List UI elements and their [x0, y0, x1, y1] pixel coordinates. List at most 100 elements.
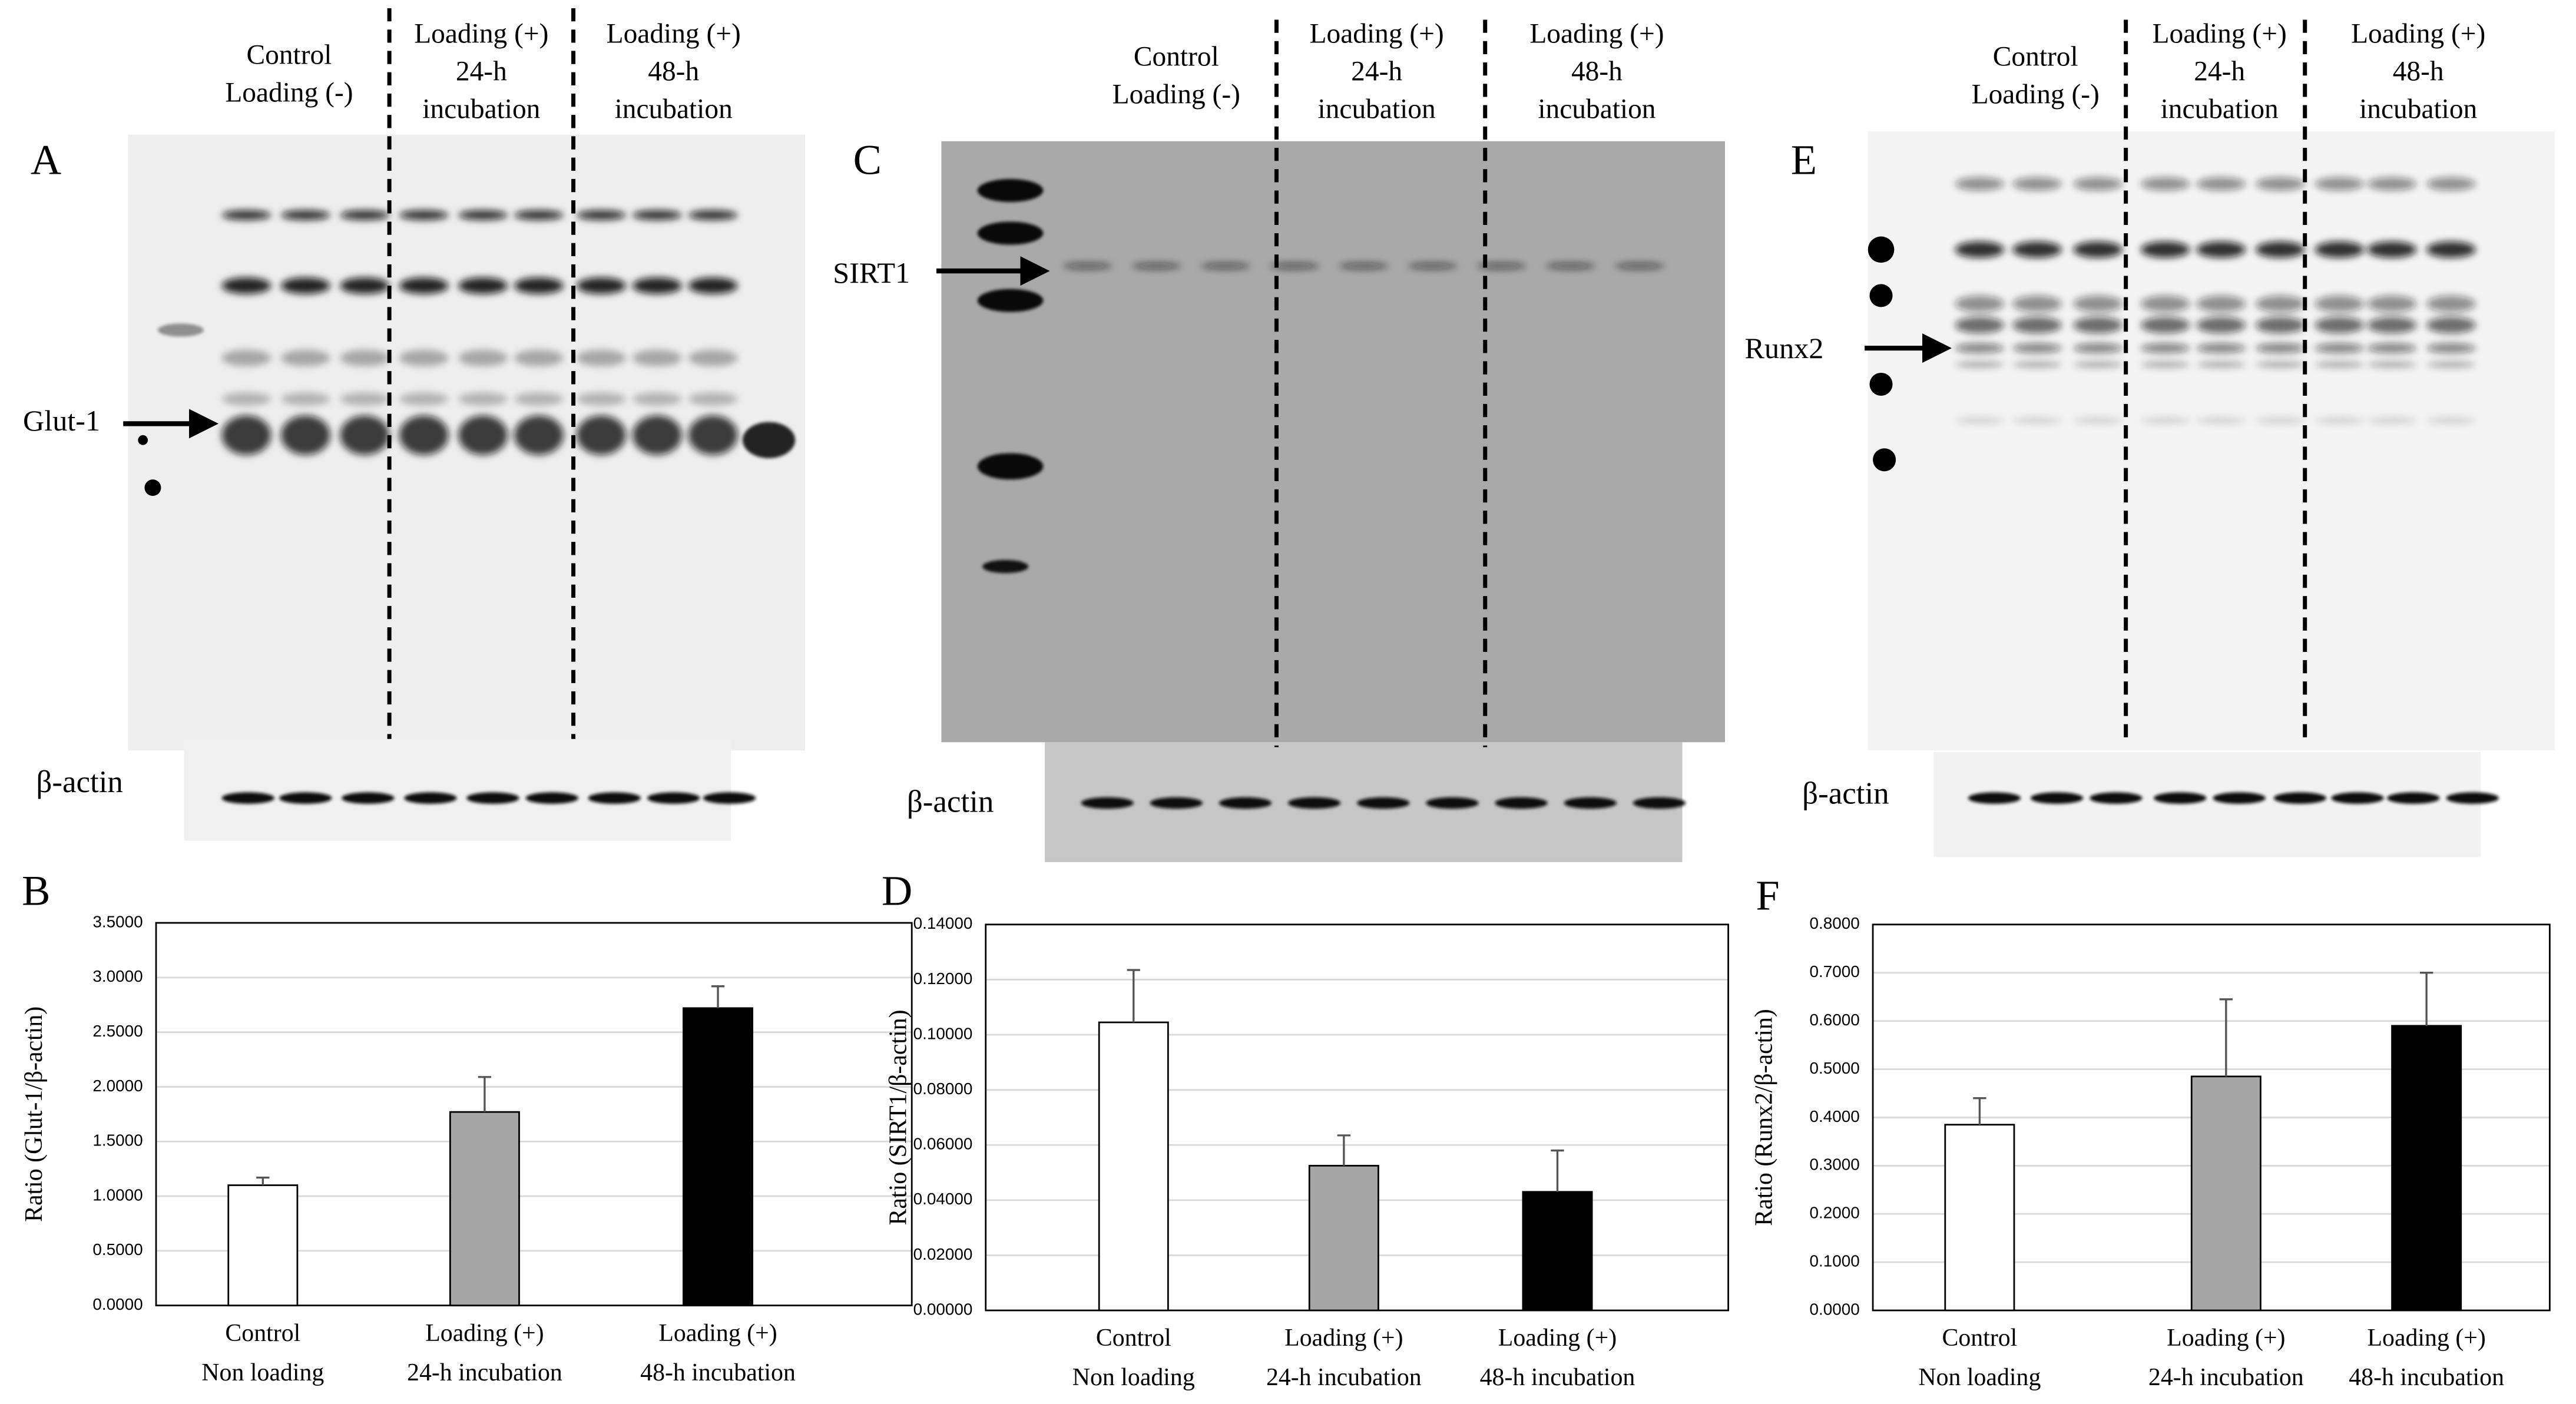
- band: [2256, 317, 2305, 334]
- band: [514, 349, 564, 366]
- actin-band: [647, 792, 700, 804]
- band: [514, 392, 564, 406]
- band: [632, 349, 682, 366]
- actin-strip: [184, 739, 731, 841]
- band: [2140, 417, 2190, 424]
- band: [1955, 177, 2005, 191]
- band: [2012, 295, 2062, 312]
- group-header: Loading (+) 48-h incubation: [2351, 18, 2485, 124]
- band: [577, 415, 626, 455]
- actin-band: [1219, 797, 1272, 809]
- band: [688, 392, 738, 406]
- band: [688, 415, 738, 455]
- band: [2140, 343, 2190, 353]
- actin-band: [404, 792, 457, 804]
- actin-band: [466, 792, 519, 804]
- blot-membrane: [1868, 131, 2555, 751]
- band: [2073, 361, 2123, 368]
- band: [2073, 177, 2123, 191]
- y-tick-label: 0.8000: [1809, 914, 1859, 932]
- reference-label: β-actin: [1802, 776, 1889, 810]
- band: [458, 349, 508, 366]
- band: [2315, 417, 2365, 424]
- marker-dot: [1869, 284, 1893, 307]
- band: [340, 415, 390, 455]
- y-tick-label: 3.5000: [92, 912, 143, 931]
- x-tick-label: Loading (+) 24-h incubation: [2148, 1324, 2304, 1391]
- bar: [1308, 1164, 1379, 1312]
- band: [399, 392, 449, 406]
- error-bar: [1973, 1097, 1986, 1125]
- group-header: Loading (+) 48-h incubation: [1529, 18, 1664, 124]
- y-tick-label: 0.0000: [1809, 1300, 1859, 1318]
- band: [632, 415, 682, 455]
- ladder-band: [982, 559, 1029, 574]
- actin-band: [1081, 797, 1134, 809]
- y-axis-label: Ratio (Runx2/β-actin): [1750, 1009, 1777, 1226]
- band: [2426, 361, 2476, 368]
- band: [1955, 343, 2005, 353]
- actin-band: [588, 792, 641, 804]
- plot-frame: [155, 922, 913, 1307]
- target-label: Glut-1: [23, 404, 100, 437]
- band: [2256, 343, 2305, 353]
- actin-band: [2331, 792, 2384, 804]
- bar: [1944, 1124, 2015, 1312]
- band: [1201, 263, 1250, 270]
- band: [2012, 361, 2062, 368]
- marker-dot: [1869, 372, 1893, 396]
- band: [2140, 241, 2190, 258]
- blot-bands: [221, 210, 738, 455]
- error-bar: [1127, 969, 1140, 1022]
- band: [340, 277, 390, 294]
- actin-bands: [1081, 797, 1686, 809]
- band: [2367, 295, 2417, 312]
- band: [2140, 177, 2190, 191]
- x-tick-label: Loading (+) 24-h incubation: [1266, 1324, 1422, 1391]
- x-tick-label: Control Non loading: [1072, 1324, 1195, 1391]
- band: [2073, 295, 2123, 312]
- y-axis-label: Ratio (Glut-1/β-actin): [21, 1006, 48, 1222]
- error-bar: [1337, 1134, 1351, 1166]
- marker-dot: [138, 435, 148, 445]
- group-header: Loading (+) 24-h incubation: [1310, 18, 1444, 124]
- band: [2196, 177, 2246, 191]
- x-tick-label: Loading (+) 48-h incubation: [1480, 1324, 1635, 1391]
- band: [399, 415, 449, 455]
- panel-letter: E: [1791, 135, 1817, 183]
- band: [340, 392, 390, 406]
- band: [2196, 417, 2246, 424]
- group-header: Loading (+) 48-h incubation: [607, 18, 741, 124]
- band: [2426, 241, 2476, 258]
- band: [2426, 417, 2476, 424]
- marker-dot: [1868, 236, 1895, 263]
- band: [2256, 241, 2305, 258]
- actin-band: [1968, 792, 2021, 804]
- bar: [2391, 1025, 2462, 1312]
- reference-label: β-actin: [36, 765, 123, 799]
- band: [1615, 263, 1664, 270]
- y-tick-label: 0.0000: [92, 1295, 143, 1313]
- band: [2367, 361, 2417, 368]
- band: [2367, 317, 2417, 334]
- group-header: Loading (+) 24-h incubation: [414, 18, 548, 124]
- panel-letter: D: [882, 866, 912, 914]
- band: [2256, 361, 2305, 368]
- error-bar: [1551, 1149, 1564, 1192]
- ladder-band: [157, 323, 204, 337]
- band: [221, 415, 271, 455]
- band: [2012, 177, 2062, 191]
- band: [340, 349, 390, 366]
- band: [577, 277, 626, 294]
- band: [514, 415, 564, 455]
- actin-band: [1495, 797, 1548, 809]
- actin-bands: [1968, 792, 2499, 804]
- band: [2196, 343, 2246, 353]
- y-axis-label: Ratio (SIRT1/β-actin): [885, 1009, 912, 1225]
- actin-band: [2446, 792, 2499, 804]
- actin-band: [2273, 792, 2326, 804]
- blot-bands: [1062, 263, 1664, 270]
- band: [514, 210, 564, 220]
- band: [281, 277, 330, 294]
